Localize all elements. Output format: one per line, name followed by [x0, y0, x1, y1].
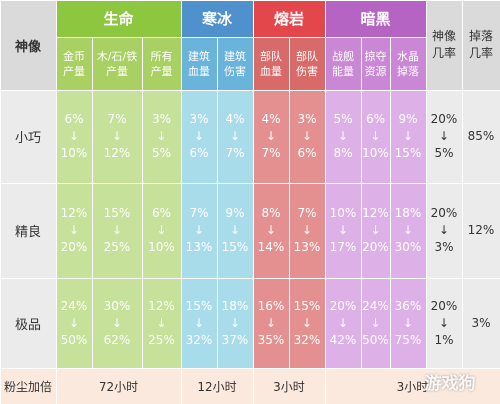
stat-value-cell: 6% ↓ 10%: [56, 90, 92, 183]
stat-value-cell: 6% ↓ 10%: [361, 90, 390, 183]
stat-value-cell: 8% ↓ 14%: [253, 183, 289, 278]
stat-value-cell: 9% ↓ 15%: [217, 183, 253, 278]
stat-value-cell: 7% ↓ 13%: [289, 183, 325, 278]
stat-value-cell: 24% ↓ 50%: [361, 278, 390, 368]
stat-value-cell: 10% ↓ 17%: [325, 183, 361, 278]
group-header-2: 熔岩: [253, 0, 325, 37]
stat-subheader: 金币 产量: [56, 37, 92, 90]
stat-subheader: 木/石/铁 产量: [92, 37, 142, 90]
god-rate-cell: 20% ↓ 1%: [426, 278, 462, 368]
group-header-0: 生命: [56, 0, 181, 37]
stat-value-cell: 18% ↓ 30%: [390, 183, 426, 278]
stat-subheader: 建筑 血量: [181, 37, 217, 90]
stat-subheader: 战舰 能量: [325, 37, 361, 90]
stat-value-cell: 6% ↓ 10%: [142, 183, 181, 278]
stat-value-cell: 12% ↓ 20%: [361, 183, 390, 278]
stat-value-cell: 30% ↓ 62%: [92, 278, 142, 368]
group-header-1: 寒冰: [181, 0, 253, 37]
drop-rate-cell: 3%: [462, 278, 500, 368]
stat-value-cell: 4% ↓ 7%: [217, 90, 253, 183]
label-column-header: 神像: [0, 0, 56, 90]
stat-value-cell: 15% ↓ 32%: [181, 278, 217, 368]
stat-value-cell: 3% ↓ 6%: [289, 90, 325, 183]
stat-value-cell: 24% ↓ 50%: [56, 278, 92, 368]
stat-subheader: 部队 伤害: [289, 37, 325, 90]
stat-value-cell: 36% ↓ 75%: [390, 278, 426, 368]
stat-value-cell: 12% ↓ 25%: [142, 278, 181, 368]
footer-label: 粉尘加倍: [0, 368, 56, 404]
stat-subheader: 水晶 掉落: [390, 37, 426, 90]
stat-subheader: 掠夺 资源: [361, 37, 390, 90]
stat-subheader: 所有 产量: [142, 37, 181, 90]
stat-value-cell: 5% ↓ 8%: [325, 90, 361, 183]
footer-duration: 72小时: [56, 368, 181, 404]
stat-value-cell: 7% ↓ 12%: [92, 90, 142, 183]
drop-rate-cell: 85%: [462, 90, 500, 183]
stat-subheader: 部队 血量: [253, 37, 289, 90]
stat-value-cell: 12% ↓ 20%: [56, 183, 92, 278]
stat-value-cell: 3% ↓ 6%: [181, 90, 217, 183]
stat-subheader: 建筑 伤害: [217, 37, 253, 90]
drop-rate-header: 掉落 几率: [462, 0, 500, 90]
stat-value-cell: 4% ↓ 7%: [253, 90, 289, 183]
footer-duration: 12小时: [181, 368, 253, 404]
stat-value-cell: 15% ↓ 25%: [92, 183, 142, 278]
stat-value-cell: 20% ↓ 42%: [325, 278, 361, 368]
footer-duration: 3小时: [325, 368, 500, 404]
group-header-3: 暗黑: [325, 0, 426, 37]
god-rate-header: 神像 几率: [426, 0, 462, 90]
watermark-logo: 游戏狗: [424, 373, 476, 394]
row-label: 极品: [0, 278, 56, 368]
row-label: 精良: [0, 183, 56, 278]
drop-rate-cell: 12%: [462, 183, 500, 278]
stat-value-cell: 18% ↓ 37%: [217, 278, 253, 368]
stat-value-cell: 9% ↓ 15%: [390, 90, 426, 183]
god-rate-cell: 20% ↓ 5%: [426, 90, 462, 183]
row-label: 小巧: [0, 90, 56, 183]
stat-value-cell: 7% ↓ 13%: [181, 183, 217, 278]
god-rate-cell: 20% ↓ 3%: [426, 183, 462, 278]
stat-value-cell: 3% ↓ 5%: [142, 90, 181, 183]
stat-value-cell: 16% ↓ 35%: [253, 278, 289, 368]
footer-duration: 3小时: [253, 368, 325, 404]
stat-value-cell: 15% ↓ 32%: [289, 278, 325, 368]
